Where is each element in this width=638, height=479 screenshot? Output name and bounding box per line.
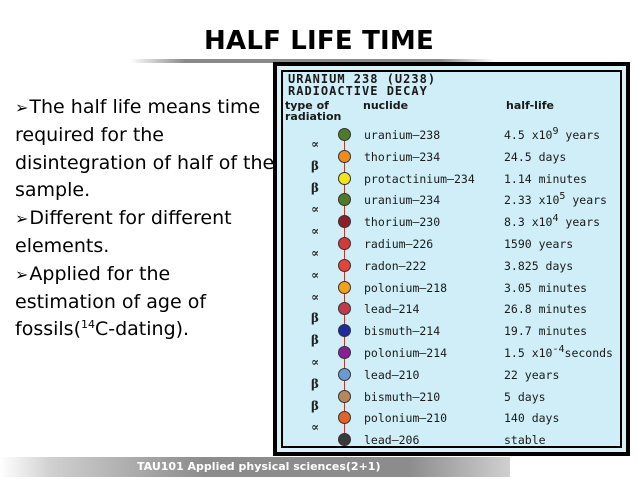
- figure-heading-2: RADIOACTIVE DECAY: [288, 84, 428, 98]
- nuclide-label: bismuth—210: [364, 389, 441, 404]
- arrow-bullet-icon: ➢: [15, 98, 29, 117]
- radiation-type-label: ∝: [311, 289, 320, 304]
- half-life-value: 5 days: [504, 389, 546, 404]
- bullet-2: ➢Different for different elements.: [15, 207, 232, 257]
- nuclide-ball-icon: [338, 302, 351, 316]
- nuclide-ball-icon: [338, 237, 351, 250]
- footer-text: TAU101 Applied physical sciences(2+1): [137, 460, 381, 473]
- half-life-value: 1590 years: [504, 237, 574, 251]
- decay-row: radium—226 1590 years: [283, 237, 620, 255]
- nuclide-ball-icon: [338, 215, 351, 229]
- decay-row: radon—222 3.825 days: [283, 258, 620, 277]
- nuclide-label: protactinium—234: [364, 171, 475, 186]
- nuclide-ball-icon: [338, 433, 351, 447]
- slide-title: HALF LIFE TIME: [204, 26, 434, 56]
- decay-row: protactinium—234 1.14 minutes: [283, 171, 620, 190]
- column-header-half-life: half-life: [506, 99, 554, 112]
- footer-bar: TAU101 Applied physical sciences(2+1): [0, 457, 510, 477]
- nuclide-ball-icon: [338, 346, 351, 359]
- decay-chart-image: URANIUM 238 (U238) RADIOACTIVE DECAY typ…: [273, 62, 630, 456]
- decay-row: lead—206 stable: [283, 433, 620, 451]
- radiation-type-label: ∝: [311, 137, 320, 151]
- nuclide-label: radium—226: [364, 237, 434, 251]
- decay-row: thorium—230 8.3 x104 years: [283, 213, 620, 233]
- decay-row: polonium—218 3.05 minutes: [283, 280, 620, 299]
- nuclide-label: lead—214: [364, 302, 420, 317]
- nuclide-ball-icon: [338, 324, 351, 338]
- nuclide-label: polonium—210: [364, 411, 448, 426]
- figure-heading-1: URANIUM 238 (U238): [288, 72, 437, 86]
- decay-row: polonium—210 140 days: [283, 411, 620, 429]
- nuclide-ball-icon: [338, 149, 351, 163]
- half-life-value: 3.05 minutes: [504, 280, 588, 295]
- column-header-nuclide: nuclide: [363, 99, 409, 112]
- radiation-type-label: β: [311, 158, 319, 173]
- half-life-value: 26.8 minutes: [504, 302, 588, 317]
- nuclide-label: bismuth—214: [364, 324, 441, 339]
- radiation-type-label: ∝: [311, 202, 320, 217]
- arrow-bullet-icon: ➢: [15, 264, 29, 284]
- nuclide-label: thorium—230: [364, 215, 441, 230]
- radiation-type-label: β: [311, 180, 319, 195]
- nuclide-label: radon—222: [364, 258, 427, 273]
- nuclide-ball-icon: [338, 258, 351, 272]
- half-life-value: 1.5 x10-4seconds: [504, 344, 613, 361]
- nuclide-ball-icon: [338, 280, 351, 294]
- nuclide-ball-icon: [338, 367, 351, 381]
- nuclide-ball-icon: [338, 171, 351, 185]
- half-life-value: 24.5 days: [504, 149, 567, 164]
- half-life-value: 3.825 days: [504, 258, 574, 273]
- bullet-list: ➢The half life means time required for t…: [15, 94, 277, 344]
- column-header-type: type of radiation: [285, 99, 342, 123]
- decay-chain: uranium—238 4.5 x109 years thorium—234 24.5…: [283, 72, 620, 448]
- half-life-value: 2.33 x105 years: [504, 191, 607, 208]
- nuclide-label: uranium—238: [364, 128, 441, 142]
- decay-row: lead—214 26.8 minutes: [283, 302, 620, 320]
- decay-row: bismuth—210 5 days: [283, 389, 620, 408]
- nuclide-ball-icon: [338, 193, 351, 207]
- nuclide-label: thorium—234: [364, 149, 441, 164]
- nuclide-label: polonium—218: [364, 280, 448, 295]
- half-life-value: 1.14 minutes: [504, 171, 588, 186]
- radiation-type-label: β: [311, 311, 319, 326]
- nuclide-ball-icon: [338, 389, 351, 403]
- nuclide-label: uranium—234: [364, 193, 441, 208]
- radiation-type-label: β: [311, 333, 319, 348]
- bullet-1: ➢The half life means time required for t…: [15, 96, 275, 202]
- arrow-bullet-icon: ➢: [15, 209, 29, 229]
- bullet-3: ➢Applied for the estimation of age of fo…: [15, 262, 207, 341]
- radiation-type-label: ∝: [311, 355, 320, 369]
- half-life-value: 19.7 minutes: [504, 324, 588, 339]
- decay-row: lead—210 22 years: [283, 367, 620, 386]
- radiation-type-label: β: [311, 398, 319, 413]
- radiation-type-label: ∝: [311, 246, 320, 260]
- radiation-type-label: ∝: [311, 224, 320, 239]
- decay-row: polonium—214 1.5 x10-4seconds: [283, 344, 620, 364]
- nuclide-ball-icon: [338, 411, 351, 425]
- radiation-type-label: ∝: [311, 267, 320, 282]
- decay-row: uranium—238 4.5 x109 years: [283, 126, 620, 146]
- nuclide-label: polonium—214: [364, 346, 448, 360]
- radiation-type-label: β: [311, 376, 319, 391]
- nuclide-ball-icon: [338, 128, 351, 141]
- half-life-value: 22 years: [504, 367, 560, 382]
- decay-chart-inner: URANIUM 238 (U238) RADIOACTIVE DECAY typ…: [281, 70, 622, 448]
- half-life-value: 8.3 x104 years: [504, 213, 601, 230]
- half-life-value: stable: [504, 433, 546, 448]
- half-life-value: 140 days: [504, 411, 560, 426]
- decay-row: thorium—234 24.5 days: [283, 149, 620, 168]
- title-underline: [130, 59, 495, 63]
- decay-row: uranium—234 2.33 x105 years: [283, 191, 620, 211]
- nuclide-label: lead—206: [364, 433, 420, 448]
- decay-row: bismuth—214 19.7 minutes: [283, 324, 620, 342]
- nuclide-label: lead—210: [364, 367, 420, 382]
- radiation-type-label: ∝: [311, 420, 320, 435]
- half-life-value: 4.5 x109 years: [504, 126, 601, 143]
